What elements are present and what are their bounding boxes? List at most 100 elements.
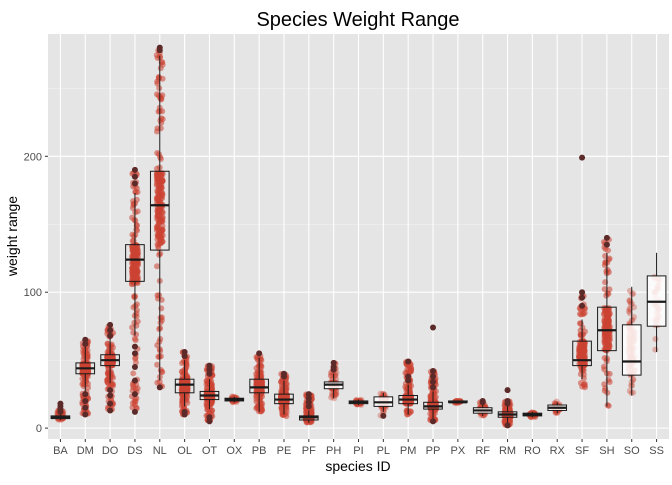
data-point (157, 117, 164, 124)
data-point (283, 381, 290, 388)
data-point (377, 390, 384, 397)
box-DO (100, 321, 120, 414)
box-PF (299, 391, 319, 423)
data-point (153, 182, 160, 189)
outlier-point (504, 422, 511, 429)
outlier-point (305, 391, 312, 398)
data-point (132, 275, 139, 282)
data-point (605, 332, 612, 339)
data-point (182, 377, 189, 384)
data-point (606, 342, 613, 349)
outlier-point (256, 350, 263, 357)
data-point (279, 400, 286, 407)
data-point (157, 125, 164, 132)
outlier-point (380, 412, 387, 419)
outlier-point (430, 324, 437, 331)
data-point (606, 310, 613, 317)
outlier-point (156, 384, 163, 391)
box-PE (274, 370, 294, 415)
x-tick-label: OL (177, 445, 192, 457)
data-point (279, 411, 286, 418)
outlier-point (82, 404, 89, 411)
data-point (157, 314, 164, 321)
box-body (621, 324, 642, 376)
data-point (79, 375, 86, 382)
data-point (158, 305, 165, 312)
outlier-point (107, 392, 114, 399)
outlier-point (131, 350, 138, 357)
data-point (626, 297, 633, 304)
boxes (50, 44, 667, 429)
x-tick-label: PP (426, 445, 441, 457)
data-point (134, 189, 141, 196)
outlier-point (603, 234, 610, 241)
x-tick-label: RX (550, 445, 566, 457)
x-tick-label: PE (277, 445, 292, 457)
data-point (601, 381, 608, 388)
data-point (630, 290, 637, 297)
data-point (652, 336, 659, 343)
outlier-point (131, 166, 138, 173)
outlier-point (579, 154, 586, 161)
box-OX (224, 396, 245, 403)
box-DS (125, 166, 145, 415)
x-tick-label: OX (226, 445, 243, 457)
outlier-point (579, 289, 586, 296)
chart-title: Species Weight Range (256, 9, 459, 31)
outlier-point (330, 359, 337, 366)
axes: 0 100 200 BA DM DO DS NL OL OT OX PB PE PF PH PI PL PM PP P… (24, 151, 664, 457)
outlier-point (405, 373, 412, 380)
x-tick-label: PL (377, 445, 390, 457)
box-SO (621, 286, 642, 396)
data-point (159, 227, 166, 234)
outlier-point (107, 327, 114, 334)
data-point (600, 363, 607, 370)
x-tick-label: PM (400, 445, 417, 457)
data-point (154, 187, 161, 194)
data-point (427, 392, 434, 399)
data-point (254, 404, 261, 411)
outlier-point (82, 397, 89, 404)
data-point (629, 317, 636, 324)
box-DM (75, 336, 96, 418)
data-point (156, 208, 163, 215)
data-point (580, 346, 587, 353)
outlier-point (430, 378, 437, 385)
data-point (332, 391, 339, 398)
data-point (180, 370, 187, 377)
x-tick-label: DO (102, 445, 119, 457)
outlier-point (430, 368, 437, 375)
data-point (159, 222, 166, 229)
outlier-point (131, 408, 138, 415)
data-point (129, 214, 136, 221)
outlier-point (131, 173, 138, 180)
outlier-point (579, 302, 586, 309)
outlier-point (504, 387, 511, 394)
outlier-point (206, 362, 213, 369)
outlier-point (206, 414, 213, 421)
outlier-point (181, 349, 188, 356)
outlier-point (131, 363, 138, 370)
data-point (104, 376, 111, 383)
x-tick-label: PB (252, 445, 267, 457)
outlier-point (280, 370, 287, 377)
data-point (630, 389, 637, 396)
data-point (157, 172, 164, 179)
data-point (577, 332, 584, 339)
data-point (577, 327, 584, 334)
x-tick-label: SF (575, 445, 589, 457)
outlier-point (579, 294, 586, 301)
data-point (132, 355, 139, 362)
data-point (132, 337, 139, 344)
y-tick-label: 100 (24, 287, 42, 299)
box-SH (597, 234, 617, 407)
box-NL (149, 44, 170, 391)
data-point (606, 324, 613, 331)
y-axis-label: weight range (4, 196, 20, 277)
data-point (630, 304, 637, 311)
data-point (179, 360, 186, 367)
box-PH (323, 359, 344, 399)
outlier-point (405, 358, 412, 365)
box-PX (448, 400, 468, 404)
